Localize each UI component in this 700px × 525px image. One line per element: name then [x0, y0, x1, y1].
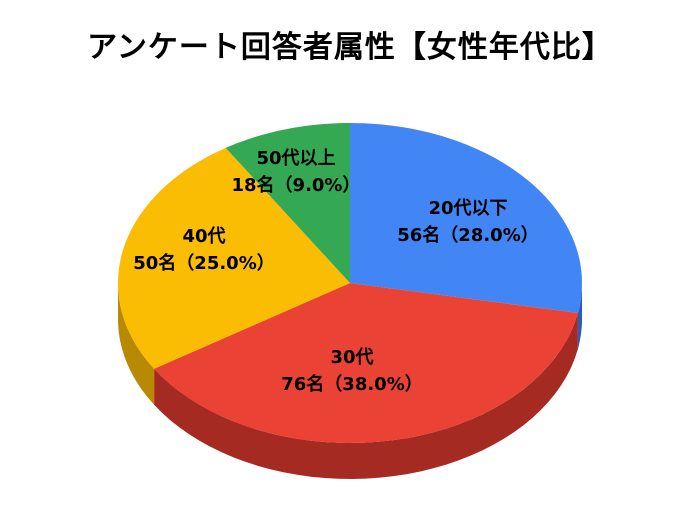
slice-label-slice-1: 20代以下 — [428, 198, 507, 219]
slice-value-slice-1: 56名（28.0%） — [397, 224, 539, 246]
pie-slice-slice-4 — [225, 123, 350, 283]
pie-slice-slice-3 — [118, 147, 350, 369]
pie-side-slice-2 — [154, 312, 578, 479]
pie-side-slice-1 — [577, 283, 582, 349]
slice-value-slice-2: 76名（38.0%） — [281, 373, 423, 395]
slice-value-slice-3: 50名（25.0%） — [133, 252, 275, 274]
pie-slice-slice-1 — [350, 123, 582, 313]
slice-label-slice-3: 40代 — [182, 226, 225, 247]
chart-title: アンケート回答者属性【女性年代比】 — [87, 30, 613, 65]
slice-label-slice-2: 30代 — [330, 347, 373, 368]
slice-label-slice-4: 50代以上 — [256, 148, 335, 169]
pie-labels: 20代以下 56名（28.0%） 30代 76名（38.0%） 40代 50名（25.0%… — [133, 148, 539, 395]
pie-slice-slice-2 — [154, 283, 578, 443]
pie-sides — [118, 283, 582, 479]
pie-tops — [118, 123, 582, 443]
slice-value-slice-4: 18名（9.0%） — [232, 174, 361, 196]
pie-side-slice-3 — [118, 283, 155, 405]
